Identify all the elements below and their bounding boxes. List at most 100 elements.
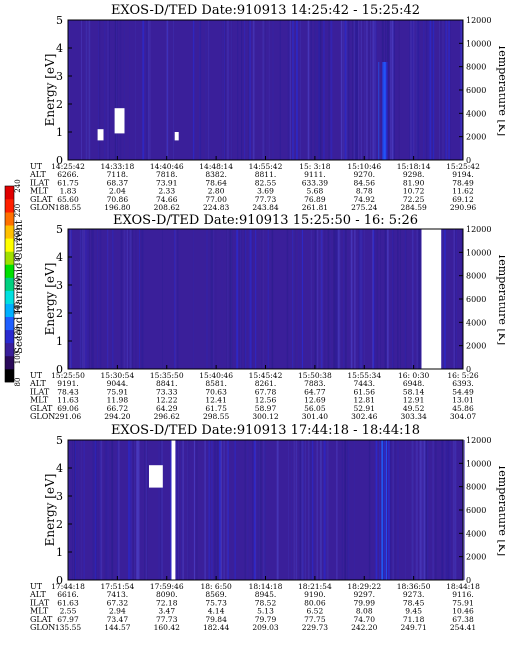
energy-tick-label: 1 (56, 335, 63, 348)
texture-streak (347, 20, 350, 160)
texture-streak (106, 440, 107, 580)
texture-streak (208, 440, 211, 580)
orbit-row-label: MLT (30, 396, 49, 405)
panel-title: EXOS-D/TED Date:910913 14:25:42 - 15:25:… (111, 3, 420, 18)
texture-streak (117, 440, 119, 580)
orbit-value: 15:50:38 (298, 371, 332, 380)
bright-streak (385, 440, 387, 580)
texture-streak (319, 229, 321, 369)
orbit-row-label: GLAT (30, 404, 53, 413)
texture-streak (373, 229, 375, 369)
texture-streak (299, 20, 301, 160)
orbit-value: 10.72 (403, 187, 425, 196)
texture-streak (166, 20, 169, 160)
texture-streak (442, 229, 443, 369)
orbit-value: 14:55:42 (249, 162, 283, 171)
texture-streak (100, 440, 101, 580)
energy-tick-label: 2 (56, 307, 63, 320)
texture-streak (404, 229, 406, 369)
texture-streak (445, 440, 448, 580)
orbit-value: 11.62 (452, 187, 474, 196)
texture-streak (231, 20, 232, 160)
temperature-tick-label: 8000 (466, 63, 486, 72)
texture-streak (392, 229, 395, 369)
orbit-value: 69.12 (452, 195, 474, 204)
texture-streak (137, 440, 140, 580)
texture-streak (416, 20, 419, 160)
texture-streak (432, 440, 434, 580)
orbit-value: 69.06 (57, 404, 79, 413)
temperature-tick-label: 2000 (466, 342, 486, 351)
colorbar-block (5, 329, 14, 344)
texture-streak (345, 20, 348, 160)
temperature-tick-label: 0 (466, 365, 471, 374)
orbit-value: 61.56 (354, 387, 376, 396)
energy-tick-label: 3 (56, 70, 63, 83)
texture-streak (322, 20, 324, 160)
texture-streak (330, 229, 331, 369)
texture-streak (301, 229, 303, 369)
texture-streak (240, 229, 242, 369)
texture-streak (108, 20, 110, 160)
orbit-value: 17:59:46 (150, 582, 184, 591)
colorbar-block (5, 277, 14, 291)
texture-streak (444, 229, 446, 369)
texture-streak (175, 229, 177, 369)
texture-streak (74, 440, 76, 580)
texture-streak (327, 440, 329, 580)
orbit-value: 18:29:22 (347, 582, 381, 591)
orbit-value: 182.44 (203, 623, 229, 632)
orbit-value: 64.77 (304, 387, 326, 396)
orbit-value: 74.70 (354, 615, 376, 624)
texture-streak (449, 440, 451, 580)
orbit-value: 9.45 (405, 607, 422, 616)
texture-streak (288, 440, 289, 580)
orbit-value: 78.49 (452, 178, 474, 187)
texture-streak (390, 440, 392, 580)
energy-axis: 0 1 2 3 4 5 Energy [eV] (43, 434, 72, 587)
orbit-table: UTALTILATMLTGLATGLON15:25:509191.78.4311… (29, 371, 479, 421)
data-gap (149, 465, 163, 488)
temperature-tick-label: 10000 (466, 459, 491, 468)
texture-streak (344, 20, 346, 160)
colorbar-tick-label: 220 (14, 204, 22, 217)
texture-streak (72, 440, 73, 580)
orbit-value: 224.83 (203, 203, 229, 212)
texture-streak (252, 440, 254, 580)
texture-streak (302, 440, 304, 580)
texture-streak (345, 20, 348, 160)
texture-streak (83, 440, 85, 580)
texture-streak (411, 229, 414, 369)
orbit-value: 284.59 (401, 203, 427, 212)
orbit-value: 229.73 (302, 623, 328, 632)
texture-streak (413, 229, 414, 369)
texture-streak (81, 229, 83, 369)
data-gap (174, 132, 179, 141)
texture-streak (224, 20, 226, 160)
temperature-tick-label: 0 (466, 576, 471, 585)
texture-streak (382, 440, 385, 580)
orbit-row-label: GLON (30, 412, 55, 421)
texture-streak (328, 20, 330, 160)
texture-streak (316, 229, 319, 369)
bright-streak (378, 62, 380, 160)
orbit-value: 18:21:54 (298, 582, 332, 591)
colorbar-tick-label: 200 (14, 228, 22, 241)
texture-streak (310, 440, 312, 580)
orbit-value: 15:45:42 (249, 371, 283, 380)
texture-streak (211, 229, 213, 369)
orbit-value: 9191. (57, 379, 78, 388)
texture-streak (209, 20, 210, 160)
orbit-value: 8841. (156, 379, 177, 388)
orbit-value: 1.83 (60, 187, 77, 196)
texture-streak (219, 440, 221, 580)
texture-streak (323, 440, 325, 580)
texture-streak (77, 440, 80, 580)
texture-streak (205, 20, 207, 160)
texture-streak (350, 229, 353, 369)
texture-streak (409, 20, 412, 160)
texture-streak (81, 440, 82, 580)
orbit-value: 58.14 (403, 387, 425, 396)
colorbar-tick-label: 120 (14, 326, 22, 339)
orbit-value: 6393. (452, 379, 473, 388)
